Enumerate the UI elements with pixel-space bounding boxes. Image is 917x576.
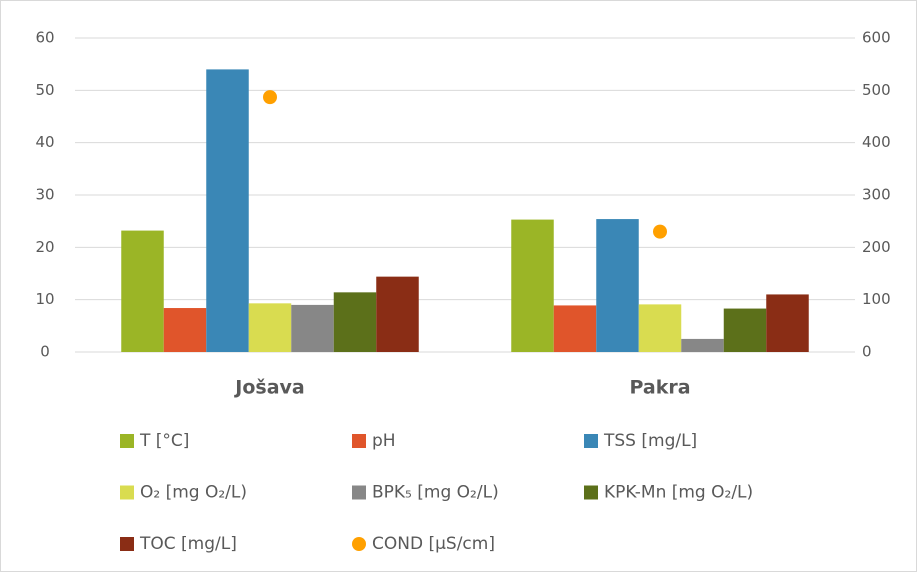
bar [121, 230, 164, 352]
legend-marker [120, 537, 134, 551]
legend-marker [352, 434, 366, 448]
bar [376, 276, 419, 352]
legend-marker [352, 485, 366, 500]
legend-label: KPK-Mn [mg O₂/L) [604, 483, 753, 503]
y-tick-label: 20 [35, 238, 54, 256]
bar [291, 304, 334, 352]
y-tick-label: 60 [35, 29, 54, 47]
legend-label: TSS [mg/L] [603, 431, 697, 451]
bar [766, 294, 809, 352]
scatter-point [653, 224, 667, 239]
legend-label: O₂ [mg O₂/L) [140, 483, 247, 503]
bar [596, 219, 639, 352]
legend-label: BPK₅ [mg O₂/L) [372, 483, 499, 503]
x-tick-label: Jošava [233, 377, 304, 399]
y2-tick-label: 500 [862, 81, 891, 99]
scatter-point [263, 90, 277, 105]
bar [638, 304, 682, 352]
bar [553, 305, 597, 352]
x-tick-label: Pakra [629, 377, 690, 399]
y2-tick-label: 0 [862, 343, 872, 361]
y-tick-label: 10 [35, 290, 54, 308]
legend-label: TOC [mg/L] [139, 534, 237, 554]
y-tick-label: 40 [35, 133, 54, 151]
y2-tick-label: 600 [862, 29, 891, 47]
bar [511, 219, 554, 352]
legend-marker [584, 434, 598, 448]
bar [333, 292, 377, 352]
y-tick-label: 50 [35, 81, 54, 99]
bar [248, 303, 292, 352]
y-tick-label: 30 [35, 186, 54, 204]
y2-tick-label: 100 [862, 290, 891, 308]
bar [163, 308, 207, 352]
bar [681, 338, 724, 352]
legend-marker [120, 434, 134, 448]
legend-marker [120, 485, 134, 500]
y-tick-label: 0 [40, 343, 50, 361]
legend-marker [352, 537, 366, 551]
legend-label: COND [µS/cm] [372, 534, 495, 554]
y2-tick-label: 200 [862, 238, 891, 256]
legend-label: T [°C] [139, 431, 189, 451]
legend-marker [584, 485, 598, 500]
y2-tick-label: 300 [862, 186, 891, 204]
y2-tick-label: 400 [862, 133, 891, 151]
legend-label: pH [372, 431, 396, 451]
bar [206, 69, 249, 353]
bar [723, 308, 767, 352]
